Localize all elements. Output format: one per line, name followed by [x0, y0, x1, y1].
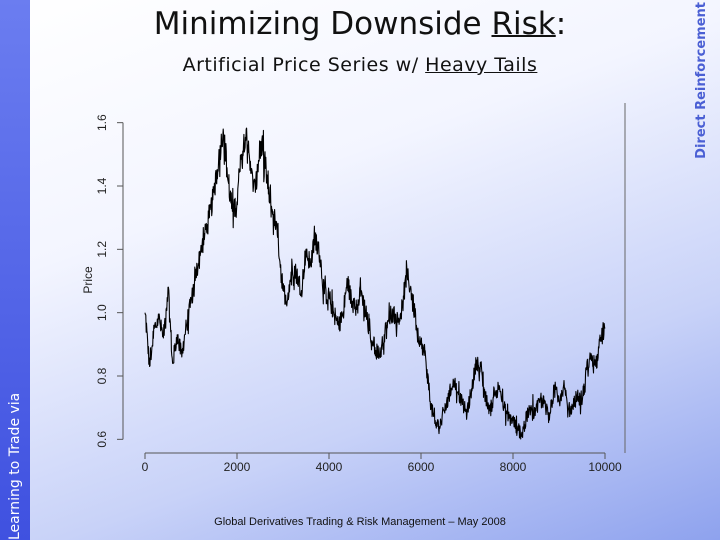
left-accent-bar: Learning to Trade via [0, 0, 30, 540]
x-tick-label: 8000 [500, 460, 527, 474]
y-tick-label: 1.4 [95, 177, 109, 194]
x-tick-label: 0 [142, 460, 149, 474]
y-tick-label: 1.2 [95, 241, 109, 258]
title-colon: : [555, 6, 567, 42]
chart-labels: 0.6 0.8 1.0 1.2 1.4 1.6 0 2000 4000 6000 8000 10000… [81, 114, 622, 474]
y-tick-label: 0.8 [95, 367, 109, 384]
x-tick-label: 10000 [588, 460, 622, 474]
chart-axes [117, 103, 626, 459]
x-tick-label: 4000 [316, 460, 343, 474]
title-main: Minimizing Downside [153, 6, 492, 42]
y-tick-label: 1.0 [95, 304, 109, 321]
slide-title: Minimizing Downside Risk: [0, 6, 720, 42]
slide-subtitle: Artificial Price Series w/ Heavy Tails [0, 54, 720, 76]
subtitle-underlined: Heavy Tails [425, 54, 538, 76]
title-risk: Risk [491, 6, 556, 42]
y-axis-title: Price [81, 266, 95, 294]
slide-footer: Global Derivatives Trading & Risk Manage… [214, 516, 506, 528]
x-tick-label: 6000 [408, 460, 435, 474]
price-series-line [144, 127, 606, 440]
subtitle-prefix: Artificial Price Series w/ [182, 54, 426, 76]
chart-series [144, 127, 606, 440]
x-tick-label: 2000 [224, 460, 251, 474]
y-tick-label: 0.6 [95, 431, 109, 448]
y-tick-label: 1.6 [95, 114, 109, 131]
